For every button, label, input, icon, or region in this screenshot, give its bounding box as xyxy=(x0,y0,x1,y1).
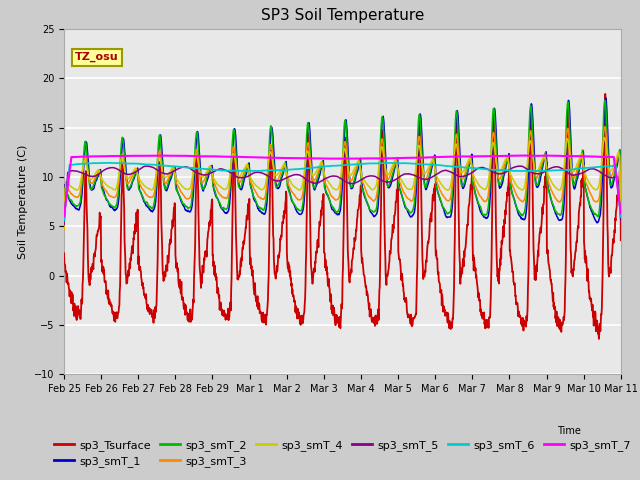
sp3_smT_5 xyxy=(126,171,134,177)
sp3_smT_7 xyxy=(296,156,304,161)
sp3_smT_1 xyxy=(126,186,134,192)
Text: Time: Time xyxy=(557,426,580,436)
sp3_smT_2 xyxy=(318,161,326,167)
Text: TZ_osu: TZ_osu xyxy=(75,52,119,62)
sp3_smT_4 xyxy=(308,170,316,176)
sp3_Tsurface xyxy=(318,205,326,211)
sp3_smT_1 xyxy=(308,164,316,170)
sp3_smT_6 xyxy=(126,161,134,167)
sp3_smT_1 xyxy=(377,147,385,153)
sp3_Tsurface xyxy=(103,289,111,295)
sp3_Tsurface xyxy=(308,272,316,278)
sp3_Tsurface xyxy=(617,238,625,243)
sp3_smT_2 xyxy=(126,184,134,190)
sp3_Tsurface xyxy=(595,336,603,342)
Line: sp3_smT_1: sp3_smT_1 xyxy=(64,98,621,223)
sp3_smT_3 xyxy=(103,190,111,195)
sp3_smT_6 xyxy=(297,166,305,172)
sp3_smT_4 xyxy=(600,135,608,141)
sp3_smT_7 xyxy=(519,153,527,158)
sp3_smT_5 xyxy=(308,180,316,185)
sp3_smT_6 xyxy=(378,160,385,166)
sp3_smT_5 xyxy=(318,178,326,183)
sp3_smT_4 xyxy=(377,146,385,152)
Line: sp3_smT_2: sp3_smT_2 xyxy=(64,100,621,222)
sp3_smT_3 xyxy=(617,199,625,205)
sp3_Tsurface xyxy=(296,318,304,324)
sp3_smT_7 xyxy=(126,153,134,159)
sp3_smT_6 xyxy=(617,214,625,220)
sp3_smT_6 xyxy=(318,164,326,169)
sp3_smT_4 xyxy=(617,203,625,209)
sp3_smT_3 xyxy=(318,159,326,165)
sp3_smT_3 xyxy=(601,124,609,130)
sp3_smT_4 xyxy=(60,225,68,231)
sp3_smT_3 xyxy=(308,172,316,178)
sp3_smT_2 xyxy=(296,208,304,214)
sp3_smT_1 xyxy=(602,95,609,101)
sp3_smT_1 xyxy=(617,197,625,203)
sp3_Tsurface xyxy=(60,251,68,256)
Line: sp3_smT_4: sp3_smT_4 xyxy=(64,138,621,228)
sp3_smT_7 xyxy=(60,214,68,219)
sp3_smT_7 xyxy=(103,153,111,159)
sp3_smT_1 xyxy=(296,211,304,217)
sp3_smT_1 xyxy=(593,220,601,226)
sp3_smT_5 xyxy=(143,163,151,169)
Title: SP3 Soil Temperature: SP3 Soil Temperature xyxy=(260,9,424,24)
sp3_smT_5 xyxy=(297,173,305,179)
sp3_smT_3 xyxy=(296,197,304,203)
Legend: sp3_Tsurface, sp3_smT_1, sp3_smT_2, sp3_smT_3, sp3_smT_4, sp3_smT_5, sp3_smT_6, : sp3_Tsurface, sp3_smT_1, sp3_smT_2, sp3_… xyxy=(50,435,635,471)
Line: sp3_Tsurface: sp3_Tsurface xyxy=(64,94,621,339)
sp3_Tsurface xyxy=(126,260,134,266)
Line: sp3_smT_6: sp3_smT_6 xyxy=(64,163,621,220)
sp3_smT_2 xyxy=(308,173,316,179)
Line: sp3_smT_3: sp3_smT_3 xyxy=(64,127,621,229)
sp3_smT_2 xyxy=(103,196,111,202)
Line: sp3_smT_7: sp3_smT_7 xyxy=(64,156,621,216)
sp3_smT_6 xyxy=(60,217,68,223)
sp3_smT_3 xyxy=(377,143,385,149)
sp3_smT_4 xyxy=(126,174,134,180)
sp3_smT_7 xyxy=(318,156,326,161)
sp3_smT_5 xyxy=(617,218,625,224)
sp3_smT_7 xyxy=(308,156,316,161)
sp3_smT_2 xyxy=(601,97,609,103)
sp3_smT_4 xyxy=(103,182,111,188)
sp3_smT_4 xyxy=(296,187,304,192)
sp3_smT_5 xyxy=(378,177,385,183)
sp3_smT_3 xyxy=(126,178,134,184)
sp3_smT_7 xyxy=(377,156,385,161)
sp3_smT_2 xyxy=(377,129,385,134)
sp3_smT_2 xyxy=(60,219,68,225)
sp3_smT_2 xyxy=(617,202,625,208)
sp3_smT_4 xyxy=(318,161,326,167)
sp3_Tsurface xyxy=(602,91,609,97)
sp3_smT_1 xyxy=(103,198,111,204)
Line: sp3_smT_5: sp3_smT_5 xyxy=(64,166,621,225)
sp3_smT_5 xyxy=(60,222,68,228)
Y-axis label: Soil Temperature (C): Soil Temperature (C) xyxy=(19,144,28,259)
sp3_smT_6 xyxy=(105,160,113,166)
sp3_smT_7 xyxy=(617,211,625,216)
sp3_smT_1 xyxy=(318,162,326,168)
sp3_smT_1 xyxy=(60,216,68,222)
sp3_smT_3 xyxy=(60,227,68,232)
sp3_smT_5 xyxy=(103,166,111,171)
sp3_smT_6 xyxy=(103,160,111,166)
sp3_Tsurface xyxy=(377,216,385,222)
sp3_smT_6 xyxy=(308,165,316,170)
